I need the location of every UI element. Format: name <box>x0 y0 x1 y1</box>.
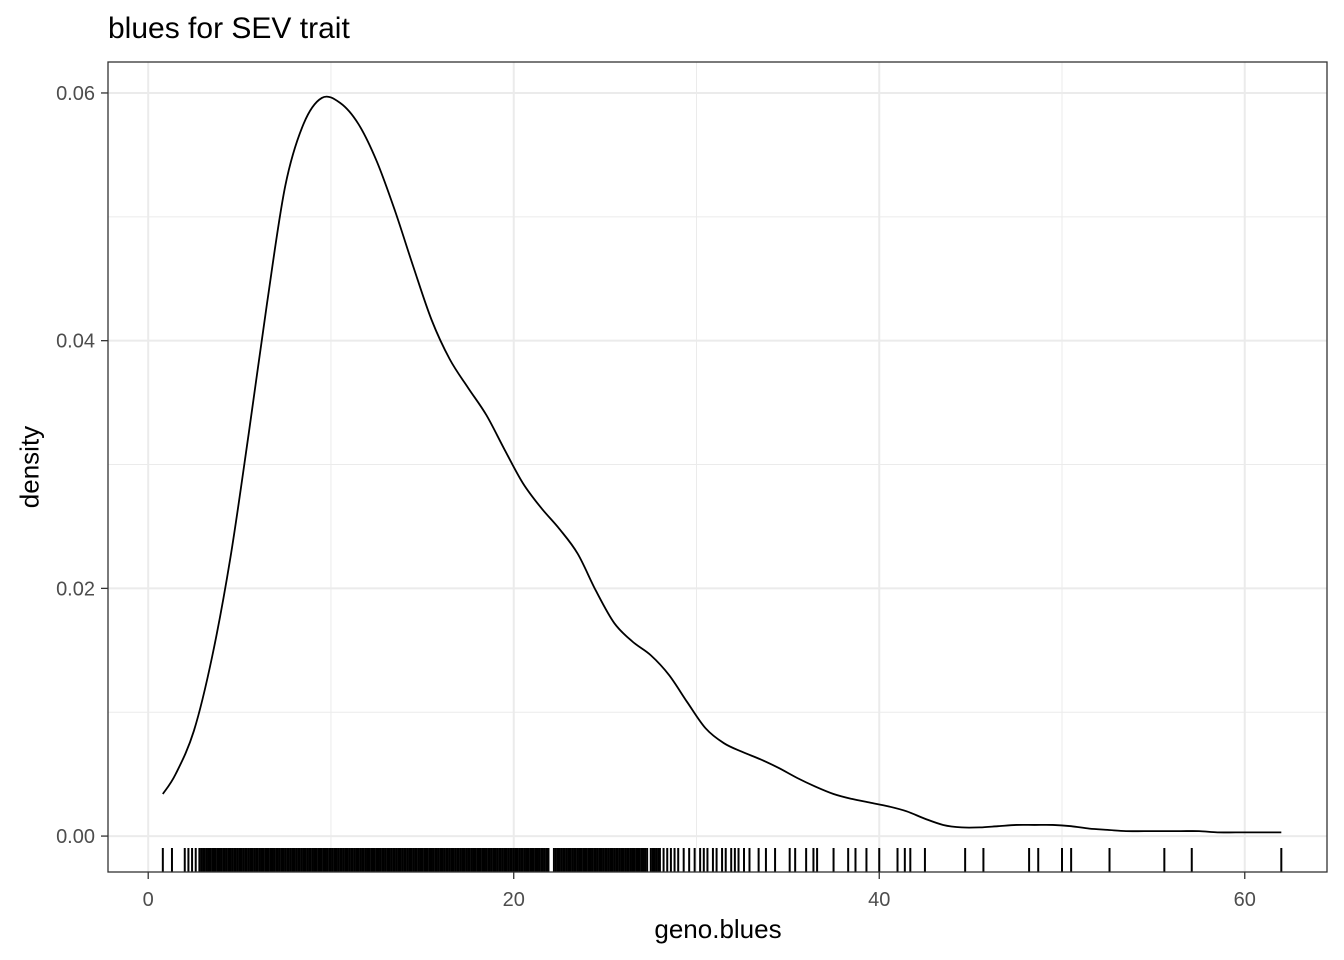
x-axis-label: geno.blues <box>654 914 782 944</box>
y-tick-label: 0.04 <box>56 331 95 353</box>
density-curve-group <box>162 95 1282 834</box>
panel-border <box>107 61 1328 873</box>
minor-gridlines <box>108 62 1327 872</box>
y-axis-ticks: 0.00 0.02 0.04 0.06 <box>56 83 108 848</box>
x-tick-label: 40 <box>868 889 890 911</box>
rug-marks <box>161 848 1283 872</box>
y-tick-label: 0.06 <box>56 83 95 105</box>
x-axis-ticks: 0 20 40 60 <box>143 872 1256 911</box>
major-gridlines <box>108 62 1327 872</box>
y-tick-label: 0.00 <box>56 826 95 848</box>
density-curve <box>162 95 1282 834</box>
x-tick-label: 60 <box>1234 889 1256 911</box>
chart-title: blues for SEV trait <box>108 12 350 45</box>
x-tick-label: 20 <box>503 889 525 911</box>
x-tick-label: 0 <box>143 889 154 911</box>
y-tick-label: 0.02 <box>56 578 95 600</box>
